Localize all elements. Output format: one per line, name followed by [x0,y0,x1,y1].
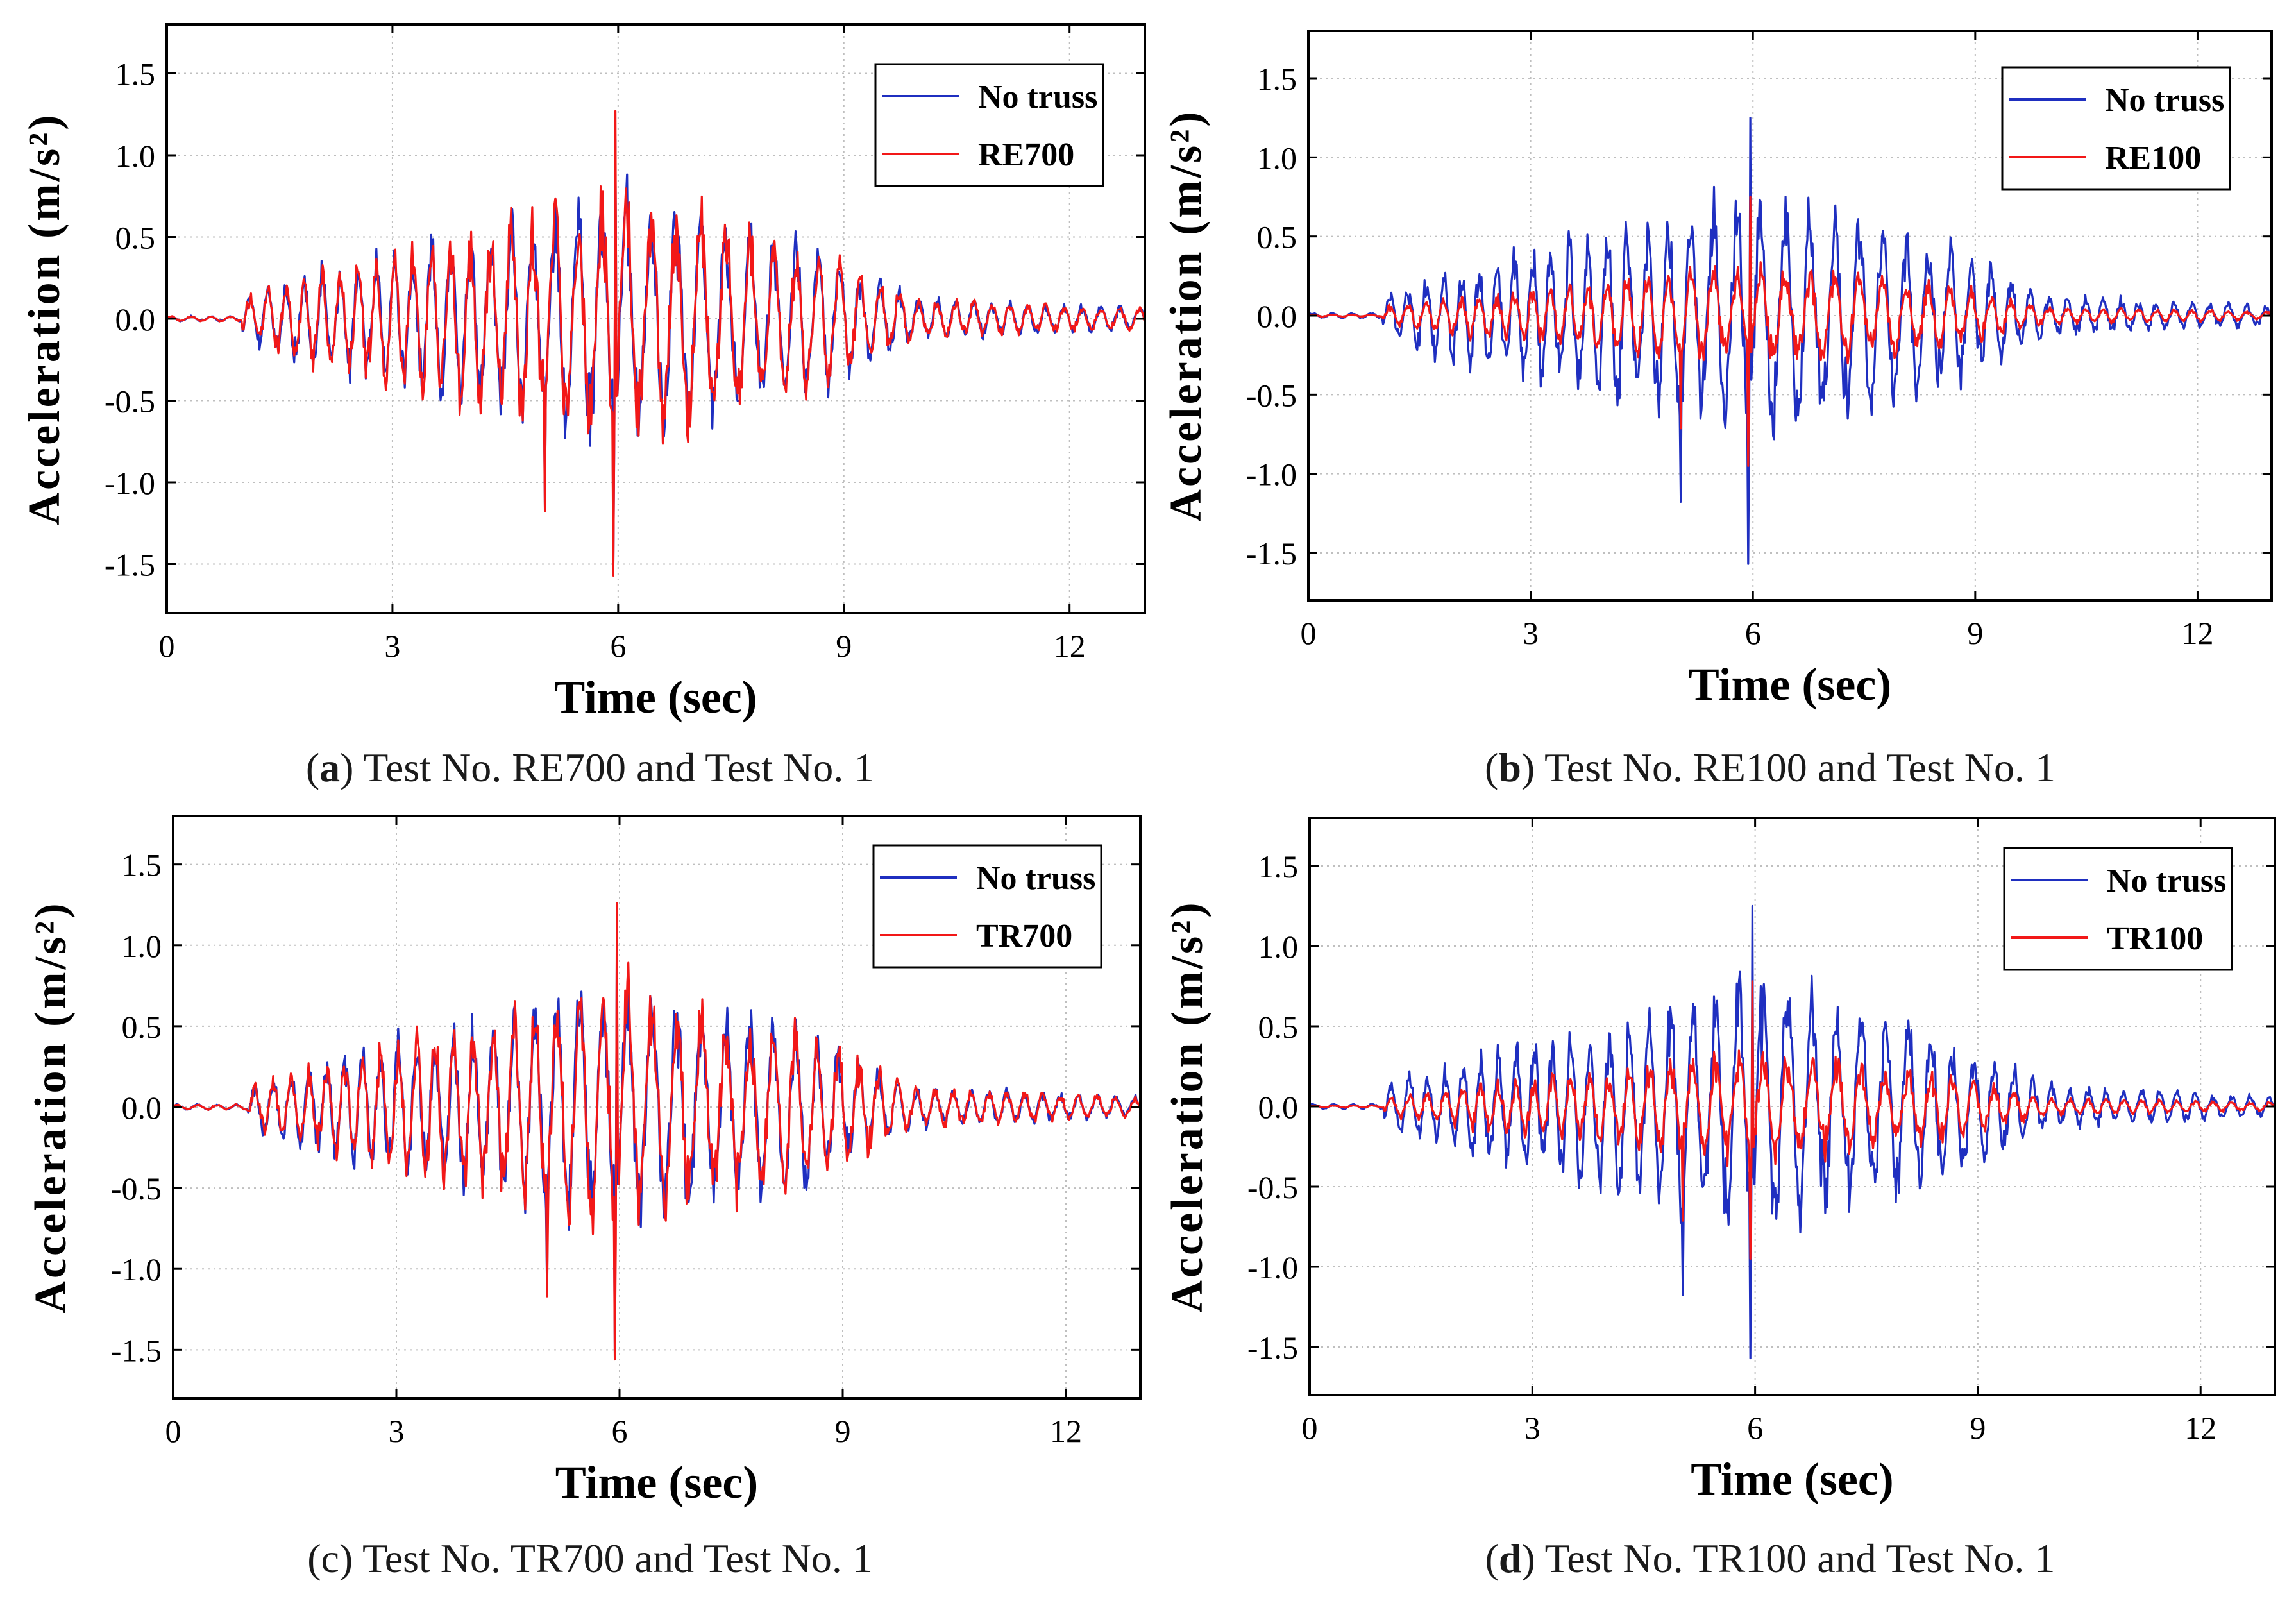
x-axis-label: Time (sec) [1691,1453,1894,1505]
caption-text: Test No. RE700 and Test No. 1 [353,745,875,790]
series-line-no-truss [1308,117,2272,565]
x-axis-label: Time (sec) [554,672,757,723]
y-axis-label: Acceleration (m/s²) [20,112,69,525]
x-tick-label: 3 [1524,1410,1541,1446]
legend-label: RE700 [978,137,1074,173]
legend-label: TR700 [976,918,1072,954]
y-tick-label: 0.5 [1257,219,1297,255]
caption-letter: b [1498,745,1521,790]
series-line-no-truss [1310,904,2275,1360]
legend-label: No truss [978,79,1097,115]
y-tick-label: -1.0 [111,1251,162,1287]
y-tick-label: -1.0 [105,465,155,501]
y-tick-label: 1.5 [122,847,162,883]
y-tick-label: 1.0 [115,138,156,174]
y-axis-label: Acceleration (m/s²) [26,901,76,1313]
y-tick-label: 1.0 [122,928,162,964]
caption-letter: c [321,1536,339,1581]
x-tick-label: 12 [2184,1410,2216,1446]
legend-box [2003,847,2233,971]
y-tick-label: -0.5 [105,384,155,419]
x-tick-label: 0 [1302,1410,1318,1446]
y-axis-label: Acceleration (m/s²) [1163,900,1212,1312]
legend: No truss RE100 [2001,66,2231,191]
y-tick-label: 0.0 [1257,298,1297,334]
caption-a: (a) Test No. RE700 and Test No. 1 [305,745,875,790]
y-axis-label: Acceleration (m/s²) [1161,109,1211,521]
x-tick-label: 9 [836,628,852,664]
y-tick-label: 0.5 [122,1009,162,1045]
y-tick-label: -1.5 [1246,536,1297,572]
y-tick-label: 1.0 [1257,140,1297,176]
y-tick-label: -0.5 [1246,377,1297,413]
x-tick-label: 12 [1050,1413,1082,1449]
series-line-tr700 [173,902,1140,1361]
x-tick-label: 6 [612,1413,628,1449]
y-tick-label: -1.5 [105,547,155,583]
x-tick-label: 6 [1747,1410,1763,1446]
x-tick-label: 0 [165,1413,181,1449]
legend: No truss TR100 [2003,847,2233,971]
legend: No truss TR700 [872,844,1102,969]
x-tick-label: 0 [1301,615,1317,651]
x-tick-label: 12 [1054,628,1086,664]
y-tick-label: 1.0 [1258,929,1299,965]
y-tick-label: -0.5 [1247,1169,1298,1205]
caption-b: (b) Test No. RE100 and Test No. 1 [1485,745,2055,790]
caption-letter: d [1498,1536,1522,1581]
series-line-re100 [1308,196,2272,467]
chart-panel-b: 1.5 1.0 0.5 0.0 -0.5 -1.0 -1.5 0 3 6 9 12 Time (sec)… [1161,30,2273,710]
x-tick-label: 9 [835,1413,851,1449]
x-tick-label: 3 [384,628,400,664]
x-tick-label: 0 [159,628,175,664]
legend: No truss RE700 [874,63,1104,187]
x-tick-label: 12 [2181,615,2213,651]
legend-box [2001,66,2231,191]
caption-text: Test No. RE100 and Test No. 1 [1535,745,2055,790]
caption-text: Test No. TR700 and Test No. 1 [353,1536,873,1581]
series-line-tr100 [1310,980,2275,1260]
chart-panel-d: 1.5 1.0 0.5 0.0 -0.5 -1.0 -1.5 0 3 6 9 12 Time (sec)… [1163,817,2276,1505]
y-tick-label: -1.5 [1247,1330,1298,1366]
y-tick-label: 0.0 [1258,1089,1299,1125]
legend-label: TR100 [2107,920,2203,957]
y-tick-label: -0.5 [111,1171,162,1207]
x-tick-label: 9 [1967,615,1983,651]
caption-letter: a [319,745,341,790]
x-tick-label: 6 [610,628,626,664]
legend-label: No truss [976,860,1095,897]
x-tick-label: 6 [1745,615,1761,651]
legend-box [872,844,1102,969]
y-tick-label: 1.5 [115,56,156,92]
caption-d: (d) Test No. TR100 and Test No. 1 [1485,1536,2055,1581]
legend-label: No truss [2107,863,2226,899]
y-tick-label: 0.5 [1258,1009,1299,1045]
y-tick-label: 0.5 [115,220,156,256]
y-tick-label: 0.0 [122,1090,162,1126]
x-axis-label: Time (sec) [555,1457,759,1508]
y-tick-label: 1.5 [1257,61,1297,97]
y-tick-label: 1.5 [1258,849,1299,885]
x-tick-label: 3 [389,1413,405,1449]
caption-c: (c) Test No. TR700 and Test No. 1 [307,1536,873,1581]
x-tick-label: 3 [1523,615,1539,651]
x-axis-label: Time (sec) [1689,659,1892,710]
y-tick-label: 0.0 [115,301,156,337]
y-tick-label: -1.0 [1247,1249,1298,1285]
chart-panel-a: 1.5 1.0 0.5 0.0 -0.5 -1.0 -1.5 0 3 6 9 12 Time (sec)… [20,23,1146,723]
legend-label: RE100 [2105,140,2201,176]
series-line-re700 [167,110,1145,577]
caption-text: Test No. TR100 and Test No. 1 [1535,1536,2055,1581]
y-tick-label: -1.5 [111,1332,162,1368]
y-tick-label: -1.0 [1246,457,1297,493]
x-tick-label: 9 [1970,1410,1986,1446]
chart-panel-c: 1.5 1.0 0.5 0.0 -0.5 -1.0 -1.5 0 3 6 9 12 Time (sec)… [26,815,1142,1508]
legend-box [874,63,1104,187]
legend-label: No truss [2105,82,2224,119]
